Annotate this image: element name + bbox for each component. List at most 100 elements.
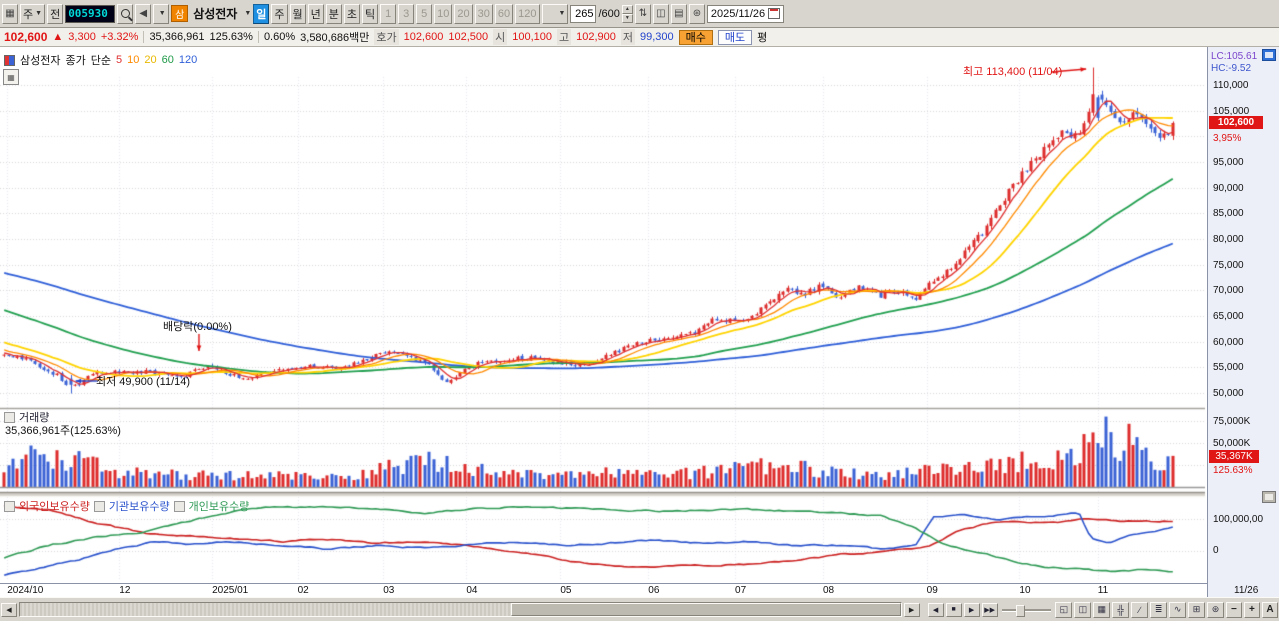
stop-button[interactable]: ■ [945,602,962,617]
chart-kind-combo[interactable]: 주 ▼ [20,3,46,24]
chart-scrollbar[interactable] [19,602,902,617]
grid-icon[interactable]: ▦ [1093,601,1111,618]
scroll-left-button[interactable]: ◀ [1,602,17,617]
minute-preset-30[interactable]: 30 [474,3,493,24]
bar-count-input[interactable] [570,4,597,23]
current-price: 102,600 [4,30,48,44]
x-axis-label: 11 [1097,585,1109,596]
spinner-down-icon[interactable]: ▼ [621,13,633,23]
pane-maximize-icon[interactable] [1262,49,1276,61]
interval-combo[interactable]: ▼ [541,3,569,24]
period-week-button[interactable]: 주 [271,3,288,24]
current-price-pct: 3,95% [1213,133,1242,144]
institution-legend: 기관보유수량 [108,501,170,513]
top-toolbar: ▦ 주▼ 전 ◀ ▼ 삼 삼성전자 ▼ 일 주 월 년 분 초 틱 1 3 5 … [0,0,1279,28]
price-axis-strip: LC:105.61 HC:-9.52 102,600 3,95% 75,000K… [1207,47,1279,597]
play-button[interactable]: ▶ [963,602,980,617]
window-layout-icon[interactable]: ◱ [1055,601,1073,618]
buy-button[interactable]: 매수 [678,29,713,45]
pane-icon [173,500,185,512]
ask-price: 102,600 [403,31,444,43]
quote-grid-icon[interactable]: ▦ [3,69,19,85]
zoom-in-button[interactable]: + [1243,601,1260,618]
crosshair-icon[interactable]: ╬ [1112,601,1130,618]
holdings-tick: 100,000,00 [1213,514,1264,525]
x-axis-label: 2024/10 [7,585,44,596]
chart-window-icon[interactable]: ▦ [2,3,18,24]
period-minute-button[interactable]: 분 [325,3,342,24]
settings-gear-icon[interactable]: ⊛ [1207,601,1224,618]
scrollbar-thumb[interactable] [511,603,901,616]
period-year-button[interactable]: 년 [307,3,324,24]
x-axis-end-label: 11/26 [1234,585,1259,596]
minute-preset-60[interactable]: 60 [494,3,514,24]
price-tick: 95,000 [1213,157,1244,168]
scroll-right-button[interactable]: ▶ [903,602,920,617]
dual-pane-icon[interactable]: ◫ [1074,601,1092,618]
minute-preset-10[interactable]: 10 [434,3,453,24]
low-price: 99,300 [640,31,674,43]
search-button[interactable] [117,3,134,24]
chart-legend: 삼성전자 종가 단순 5 10 20 60 120 [4,52,197,68]
pane-icon [4,500,15,512]
add-chart-icon[interactable]: ⊞ [1188,601,1206,618]
minute-preset-20[interactable]: 20 [454,3,473,24]
volume-ratio: 125.63% [209,31,253,43]
indicator-icon[interactable]: ▤ [670,3,687,24]
volume-subtitle: 35,366,961주(125.63%) [5,425,121,437]
period-month-button[interactable]: 월 [289,3,306,24]
price-change: 3,300 [68,31,96,43]
settings-gear-icon[interactable]: ⊛ [688,3,705,24]
bar-total-label: /600 [598,7,620,20]
strength-pct: 0.60% [263,31,296,43]
spinner-up-icon[interactable]: ▲ [621,4,633,14]
legend-method: 단순 [90,55,111,67]
candle-style-icon[interactable]: ◫ [652,3,669,24]
trendline-icon[interactable]: ∕ [1131,601,1149,618]
minute-preset-120[interactable]: 120 [515,3,540,24]
fib-icon[interactable]: ≣ [1150,601,1168,618]
minute-preset-3[interactable]: 3 [398,3,415,24]
period-second-button[interactable]: 초 [343,3,361,24]
x-axis-label: 10 [1019,585,1031,596]
bottom-toolbar: ◀ ▶ ◀ ■ ▶ ▶▶ ◱ ◫ ▦ ╬ ∕ ≣ ∿ ⊞ ⊛ − + A [0,597,1279,621]
slider-thumb[interactable] [1015,604,1025,617]
avg-label: 평 [757,32,768,44]
period-tick-button[interactable]: 틱 [362,3,379,24]
minute-preset-1[interactable]: 1 [380,3,397,24]
zoom-out-button[interactable]: − [1225,601,1242,618]
stock-name-combo[interactable]: ▼ [244,10,252,17]
minute-preset-5[interactable]: 5 [416,3,433,24]
wave-icon[interactable]: ∿ [1169,601,1187,618]
legend-ma20: 20 [144,54,157,66]
main-chart-canvas[interactable] [0,47,1207,583]
x-axis-label: 07 [735,585,747,596]
price-compare-icon[interactable]: ⇅ [634,3,651,24]
speed-slider[interactable] [1000,603,1054,617]
x-axis-label: 12 [119,585,131,596]
price-tick: 85,000 [1213,208,1244,220]
bid-price: 102,500 [448,31,489,43]
lc-value: LC:105.61 [1211,51,1258,62]
sound-button[interactable]: ◀ [135,3,152,24]
individual-legend: 개인보유수량 [188,501,250,513]
pane-icon [93,500,105,512]
jeon-button[interactable]: 전 [47,3,64,24]
step-back-button[interactable]: ◀ [927,602,944,617]
step-end-button[interactable]: ▶▶ [981,602,998,617]
bar-count-spinner[interactable]: ▲ ▼ [621,4,633,23]
legend-price-type: 종가 [65,55,86,67]
x-axis-label: 02 [297,585,309,596]
date-picker[interactable]: 2025/11/26 [706,4,785,23]
price-change-pct: +3.32% [100,31,139,43]
sound-combo[interactable]: ▼ [153,3,170,24]
period-day-button[interactable]: 일 [253,3,270,24]
sell-button[interactable]: 매도 [717,29,753,45]
volume-value: 35,366,961 [149,31,205,43]
stock-code-input[interactable] [65,4,116,23]
auto-scale-button[interactable]: A [1261,601,1278,618]
volume-tick: 50,000K [1213,438,1251,449]
pane-collapse-icon[interactable] [1262,491,1276,503]
x-axis-label: 09 [926,585,938,596]
stock-name-label: 삼성전자 [193,7,238,21]
